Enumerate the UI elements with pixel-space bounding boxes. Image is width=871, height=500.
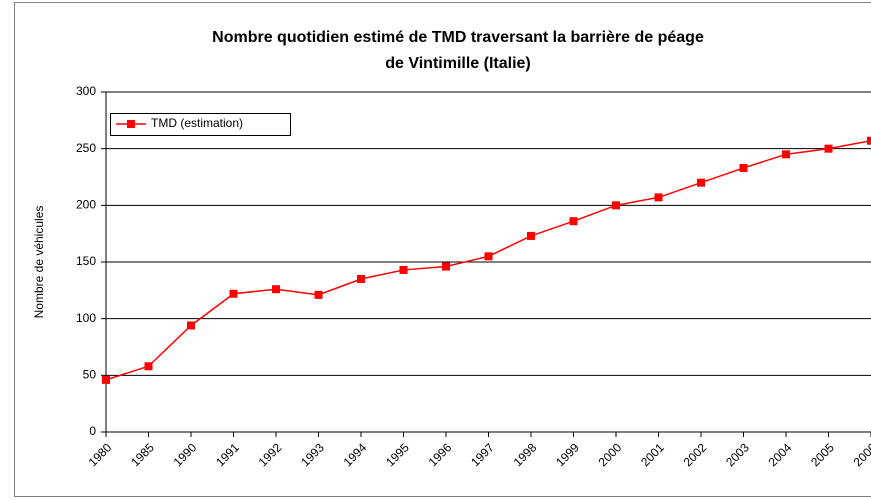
marker xyxy=(102,375,110,384)
marker xyxy=(527,231,535,240)
marker xyxy=(697,178,705,187)
marker xyxy=(187,321,195,330)
marker xyxy=(399,265,408,274)
marker xyxy=(654,193,663,202)
marker xyxy=(442,262,450,271)
y-tick-label: 300 xyxy=(76,84,96,98)
marker xyxy=(612,201,620,210)
marker xyxy=(867,136,871,145)
marker xyxy=(229,289,238,298)
marker xyxy=(357,275,365,283)
y-tick-label: 150 xyxy=(76,254,96,268)
marker xyxy=(484,252,493,261)
y-tick-label: 200 xyxy=(76,198,96,212)
chart-title: de Vintimille (Italie) xyxy=(385,55,531,72)
legend-box xyxy=(110,113,291,136)
y-tick-label: 100 xyxy=(76,311,96,325)
marker xyxy=(824,144,833,153)
y-tick-label: 50 xyxy=(83,368,97,382)
chart-frame xyxy=(14,2,871,497)
marker xyxy=(272,285,280,294)
marker xyxy=(739,163,748,172)
legend-marker xyxy=(127,120,135,128)
marker xyxy=(144,362,153,371)
marker xyxy=(569,217,578,226)
marker xyxy=(782,150,790,159)
marker xyxy=(314,290,323,299)
chart-title: Nombre quotidien estimé de TMD traversan… xyxy=(212,29,704,46)
y-tick-label: 250 xyxy=(76,141,96,155)
legend-label: TMD (estimation) xyxy=(151,116,243,130)
y-tick-label: 0 xyxy=(89,424,96,438)
y-axis-title: Nombre de véhicules xyxy=(32,206,46,319)
